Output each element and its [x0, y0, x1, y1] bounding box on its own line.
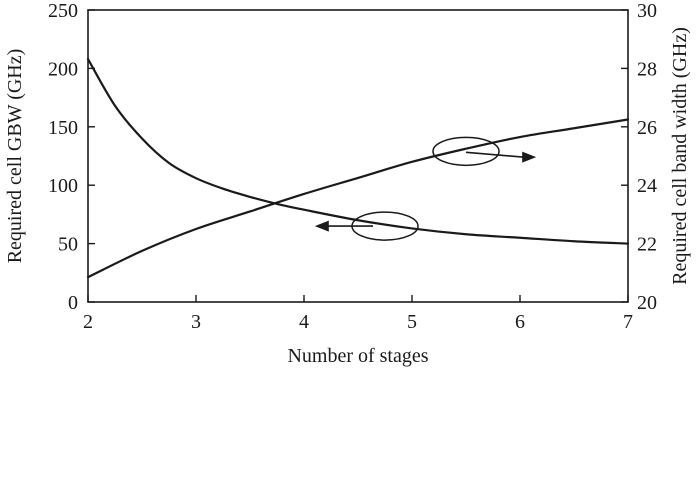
annotation-arrowhead: [522, 151, 537, 163]
series-group: [86, 57, 630, 279]
annotation-ellipse: [432, 136, 500, 167]
y-right-tick-label: 22: [637, 234, 657, 256]
y-left-tick-label: 150: [48, 117, 78, 139]
y-right-tick-label: 20: [637, 292, 657, 314]
y-left-tick-label: 100: [48, 175, 78, 197]
annotation-group: [314, 136, 537, 241]
x-tick-label: 2: [83, 311, 93, 333]
x-axis-label: Number of stages: [287, 345, 428, 367]
x-tick-label: 4: [299, 311, 309, 333]
annotation-arrow-shaft: [465, 151, 525, 158]
x-tick-label: 7: [623, 311, 633, 333]
series-line-left-axis: [86, 57, 630, 245]
y-left-axis-ticks: 0 50 100 150 200 250: [48, 0, 95, 314]
plot-frame: [87, 9, 629, 303]
annotation-arrowhead: [314, 220, 329, 232]
y-right-tick-label: 26: [637, 117, 657, 139]
x-axis-ticks: 2 3 4 5 6 7: [83, 295, 633, 333]
y-right-tick-label: 24: [637, 175, 657, 197]
y-left-tick-label: 50: [58, 234, 78, 256]
y-left-tick-label: 250: [48, 0, 78, 22]
y-right-axis-label: Required cell band width (GHz): [669, 27, 691, 285]
y-left-tick-label: 200: [48, 58, 78, 80]
x-tick-label: 5: [407, 311, 417, 333]
x-tick-label: 6: [515, 311, 525, 333]
y-right-tick-label: 30: [637, 0, 657, 22]
y-left-tick-label: 0: [68, 292, 78, 314]
series-line-right-axis: [86, 118, 630, 279]
x-tick-label: 3: [191, 311, 201, 333]
y-left-axis-label: Required cell GBW (GHz): [4, 49, 26, 264]
y-right-axis-ticks: 20 22 24 26 28 30: [621, 0, 657, 314]
y-right-tick-label: 28: [637, 58, 657, 80]
